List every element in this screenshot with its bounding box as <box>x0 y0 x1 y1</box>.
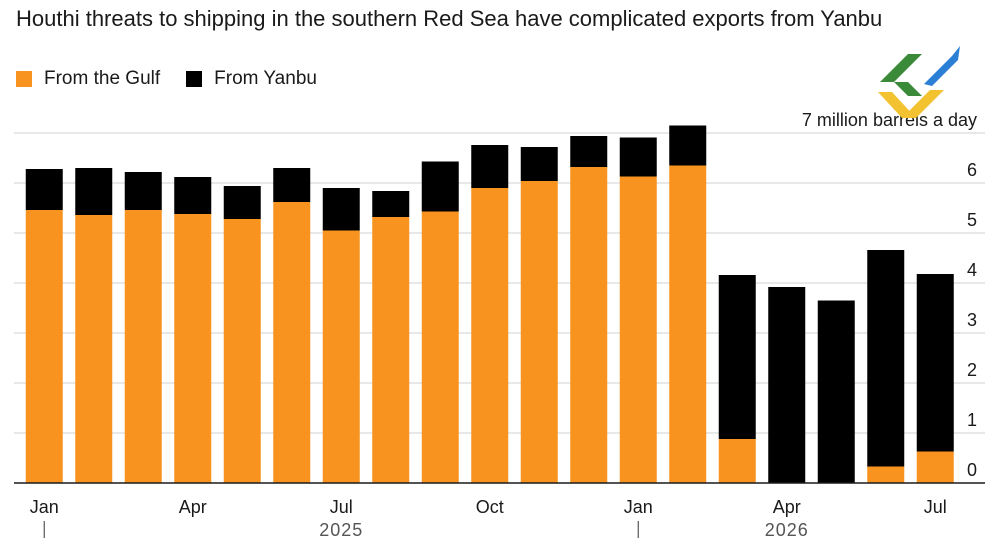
bar-yanbu <box>768 287 806 483</box>
bar-gulf <box>223 219 261 483</box>
bar-yanbu <box>273 168 311 202</box>
legend-swatch-yanbu <box>186 71 203 87</box>
bar-yanbu <box>75 168 113 215</box>
bar-yanbu <box>867 250 905 467</box>
year-label: 2026 <box>765 520 809 540</box>
bar-gulf <box>372 217 410 483</box>
legend-label-yanbu: From Yanbu <box>214 68 317 89</box>
legend-label-gulf: From the Gulf <box>44 68 161 89</box>
y-tick-label: 6 <box>967 160 977 180</box>
bar-gulf <box>75 215 113 483</box>
bar-gulf <box>718 439 756 483</box>
bar-gulf <box>124 210 162 483</box>
axes: 0 1 2 3 4 5 6 7 million barrels a day Jan Apr Jul O… <box>14 110 985 540</box>
bar-yanbu <box>520 147 558 181</box>
bar-yanbu <box>471 145 509 188</box>
bar-gulf <box>174 214 212 483</box>
y-tick-label: 3 <box>967 310 977 330</box>
legend: From the Gulf From Yanbu <box>16 68 343 90</box>
bar-gulf <box>471 188 509 483</box>
bar-gulf <box>421 211 459 483</box>
x-tick-label: Jul <box>330 497 353 517</box>
legend-swatch-gulf <box>16 71 32 87</box>
bar-gulf <box>322 230 360 483</box>
bar-gulf <box>520 181 558 483</box>
bar-yanbu <box>916 274 954 452</box>
year-label: 2025 <box>319 520 363 540</box>
bar-gulf <box>619 176 657 483</box>
y-tick-label: 5 <box>967 210 977 230</box>
y-tick-label: 0 <box>967 460 977 480</box>
bar-yanbu <box>124 172 162 210</box>
bar-yanbu <box>570 136 608 167</box>
legend-item-yanbu: From Yanbu <box>186 68 317 90</box>
bar-yanbu <box>25 169 63 210</box>
chart-title: Houthi threats to shipping in the southe… <box>16 6 883 31</box>
bar-gulf <box>25 210 63 483</box>
bar-yanbu <box>619 137 657 177</box>
bar-gulf <box>867 466 905 483</box>
bar-gulf <box>916 451 954 483</box>
y-tick-label: 2 <box>967 360 977 380</box>
bar-yanbu <box>817 300 855 483</box>
bar-yanbu <box>372 191 410 217</box>
bar-gulf <box>273 202 311 483</box>
x-tick-label: Jan <box>624 497 653 517</box>
x-tick-label: Apr <box>773 497 801 517</box>
x-tick-label: Oct <box>476 497 504 517</box>
bar-gulf <box>570 167 608 483</box>
bar-yanbu <box>718 275 756 439</box>
y-unit-label: 7 million barrels a day <box>802 110 977 130</box>
bar-yanbu <box>174 177 212 214</box>
x-tick-label: Apr <box>179 497 207 517</box>
bars <box>25 125 954 483</box>
x-tick-label: Jan <box>30 497 59 517</box>
y-tick-label: 4 <box>967 260 977 280</box>
bar-yanbu <box>421 161 459 212</box>
bar-yanbu <box>322 188 360 231</box>
bar-yanbu <box>223 186 261 219</box>
brand-logo-icon <box>878 46 960 118</box>
y-tick-label: 1 <box>967 410 977 430</box>
legend-item-gulf: From the Gulf <box>16 68 160 90</box>
bar-gulf <box>669 165 707 483</box>
bar-yanbu <box>669 125 707 166</box>
x-tick-label: Jul <box>924 497 947 517</box>
